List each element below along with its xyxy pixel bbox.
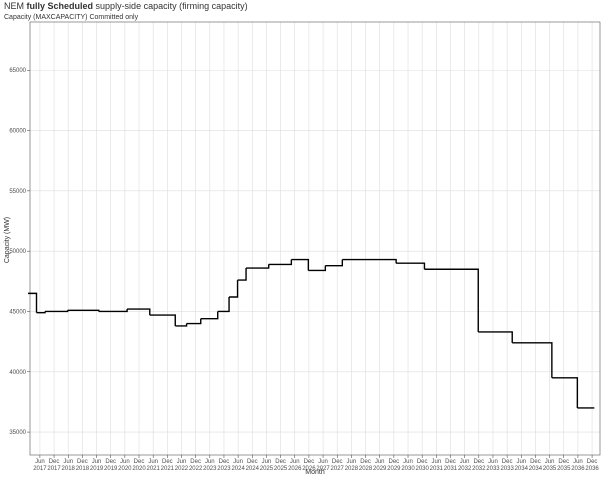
x-tick-label: Jun 2020 (118, 459, 132, 472)
x-tick-label: Jun 2021 (146, 459, 160, 472)
x-tick-label: Jun 2030 (401, 459, 415, 472)
x-tick-label: Dec 2023 (217, 459, 231, 472)
plot-background (30, 22, 600, 455)
chart-title: NEM fully Scheduled supply-side capacity… (4, 1, 248, 11)
title-part: supply-side capacity (firming capacity) (96, 1, 248, 11)
y-tick-label: 55000 (9, 189, 26, 195)
x-tick-label: Jun 2034 (515, 459, 529, 472)
x-tick-label: Jun 2026 (288, 459, 302, 472)
x-axis-label: Month (305, 469, 325, 476)
y-axis-label: Capacity (MW) (4, 217, 11, 263)
step-segment (149, 314, 176, 326)
x-tick-label: Jun 2032 (458, 459, 472, 472)
x-tick-label: Jun 2022 (175, 459, 189, 472)
y-tick-label: 65000 (9, 68, 26, 74)
title-part: fully Scheduled (27, 1, 94, 11)
x-tick-label: Dec 2022 (189, 459, 203, 472)
step-segment (308, 265, 327, 272)
step-segment (396, 262, 426, 270)
x-tick-label: Dec 2034 (529, 459, 543, 472)
x-tick-label: Dec 2018 (76, 459, 90, 472)
step-segment (512, 342, 553, 378)
step-segment (237, 268, 247, 281)
x-tick-label: Dec 2020 (132, 459, 146, 472)
x-tick-label: Jun 2029 (373, 459, 387, 472)
x-tick-label: Dec 2028 (359, 459, 373, 472)
x-tick-label: Dec 2019 (104, 459, 118, 472)
step-segment (28, 292, 38, 313)
step-segment (424, 268, 479, 332)
step-segment (291, 258, 310, 271)
x-tick-label: Dec 2026 (302, 459, 316, 472)
x-tick-label: Jun 2023 (203, 459, 217, 472)
x-tick-label: Jun 2031 (430, 459, 444, 472)
y-tick-label: 40000 (9, 370, 26, 376)
y-tick-label: 35000 (9, 430, 26, 436)
x-tick-label: Jun 2027 (316, 459, 330, 472)
x-tick-label: Dec 2024 (246, 459, 260, 472)
step-segment (98, 309, 128, 313)
step-segment (342, 258, 397, 264)
step-segment (229, 280, 239, 298)
x-tick-label: Jun 2035 (543, 459, 557, 472)
step-segment (186, 318, 202, 325)
x-tick-label: Jun 2024 (231, 459, 245, 472)
step-segment (67, 309, 100, 312)
step-segment (175, 323, 188, 327)
x-tick-label: Dec 2027 (331, 459, 345, 472)
y-tick-label: 50000 (9, 249, 26, 255)
step-segment (45, 310, 69, 313)
x-tick-label: Dec 2029 (387, 459, 401, 472)
x-tick-label: Dec 2021 (161, 459, 175, 472)
x-tick-label: Jun 2028 (345, 459, 359, 472)
step-segment (478, 331, 513, 343)
step-segment (268, 259, 293, 266)
x-tick-label: Jun 2017 (33, 459, 47, 472)
plot-border (29, 21, 601, 456)
x-tick-label: Dec 2025 (274, 459, 288, 472)
x-tick-label: Jun 2036 (571, 459, 585, 472)
title-part: NEM (4, 1, 24, 11)
x-tick-label: Jun 2025 (260, 459, 274, 472)
x-tick-label: Dec 2035 (557, 459, 571, 472)
y-tick-label: 45000 (9, 309, 26, 315)
x-tick-label: Jun 2033 (486, 459, 500, 472)
step-segment (127, 308, 151, 316)
x-tick-label: Dec 2032 (472, 459, 486, 472)
x-tick-label: Dec 2036 (585, 459, 599, 472)
x-tick-label: Dec 2031 (444, 459, 458, 472)
x-tick-label: Jun 2019 (90, 459, 104, 472)
chart-subtitle: Capacity (MAXCAPACITY) Committed only (4, 14, 139, 21)
x-tick-label: Jun 2018 (62, 459, 76, 472)
x-tick-label: Dec 2030 (415, 459, 429, 472)
step-segment (551, 377, 579, 408)
y-tick-label: 60000 (9, 129, 26, 135)
x-tick-label: Dec 2033 (500, 459, 514, 472)
step-segment (246, 264, 270, 269)
step-segment (217, 296, 230, 313)
step-segment (325, 259, 344, 267)
step-segment (200, 311, 219, 320)
x-tick-label: Dec 2017 (47, 459, 61, 472)
